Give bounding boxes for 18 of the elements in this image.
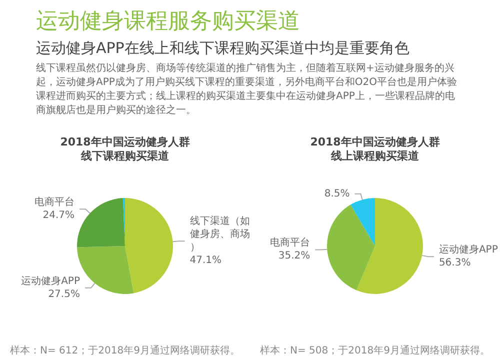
slice-label: 电商平台 <box>34 196 75 208</box>
data-label: 24.7% <box>42 210 75 222</box>
text: 样本：N= 612；于2018年9月通过网络调研获得。 <box>10 344 240 356</box>
data-label: 47.1% <box>190 255 222 266</box>
data-label: 56.3% <box>438 258 471 269</box>
text: 运动健身课程服务购买渠道 <box>36 8 301 36</box>
chart-title: 2018年中国运动健身人群线下课程购买渠道 <box>60 136 190 162</box>
text: 线下课程虽然仍以健身房、商场等传统渠道的推广销售为主，但随着互联网+运动健身服务的兴起，运动健身APP成为了用户购买线下课程的重要渠道，另外电商平台和O2O平台也是用户体验课程进而购买的主要方式；线上课程的购买渠道主要集中在运动健身APP上，一些课程品牌的电商旗舰店也是用户购买的途径之一。 <box>36 62 458 118</box>
data-label: 27.5% <box>48 288 80 300</box>
slice-label: 线下渠道（如健身房、商场） <box>190 215 250 254</box>
text: 样本：N= 508；于2018年9月通过网络调研获得。 <box>260 344 490 356</box>
slice-label: 电商平台 <box>270 236 310 249</box>
chart-title: 2018年中国运动健身人群线上课程购买渠道 <box>310 136 440 162</box>
slice-label: 运动健身APP <box>21 274 80 287</box>
slice-label: 运动健身APP <box>438 244 498 256</box>
text: 运动健身APP在线上和线下课程购买渠道中均是重要角色 <box>36 38 410 58</box>
data-label: 35.2% <box>278 250 310 262</box>
data-label: 8.5% <box>324 188 350 200</box>
